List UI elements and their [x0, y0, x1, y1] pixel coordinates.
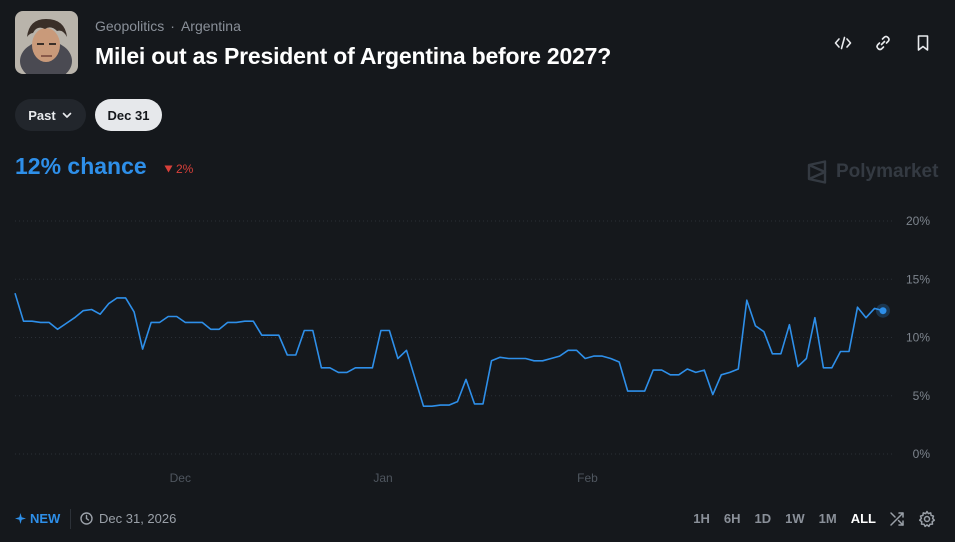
current-point	[879, 307, 887, 315]
y-tick-label: 10%	[906, 331, 930, 345]
chance-delta: 2%	[164, 162, 193, 176]
x-tick-label: Jan	[373, 471, 392, 485]
chart-footer: NEW Dec 31, 2026 1H 6H 1D 1W 1M ALL	[0, 506, 955, 532]
range-1d[interactable]: 1D	[754, 511, 772, 526]
chance-value: 12% chance	[15, 153, 147, 179]
time-range-selector: 1H 6H 1D 1W 1M ALL	[693, 511, 876, 526]
range-1w[interactable]: 1W	[785, 511, 805, 526]
new-badge: NEW	[15, 511, 60, 526]
y-tick-label: 0%	[913, 447, 931, 461]
range-1h[interactable]: 1H	[693, 511, 710, 526]
range-all[interactable]: ALL	[850, 511, 876, 526]
market-avatar	[15, 11, 78, 74]
new-label: NEW	[30, 511, 61, 526]
shuffle-icon[interactable]	[888, 510, 906, 528]
embed-icon[interactable]	[833, 33, 853, 53]
sparkle-icon	[15, 513, 26, 524]
y-tick-label: 20%	[906, 214, 930, 228]
past-label: Past	[28, 107, 56, 123]
range-1m[interactable]: 1M	[818, 511, 837, 526]
chevron-down-icon	[62, 112, 72, 118]
past-dropdown[interactable]: Past	[15, 99, 86, 131]
breadcrumb-argentina[interactable]: Argentina	[180, 18, 241, 34]
date-pill[interactable]: Dec 31	[95, 99, 162, 131]
range-6h[interactable]: 6H	[723, 511, 741, 526]
settings-gear-icon[interactable]	[918, 510, 936, 528]
x-tick-label: Dec	[170, 471, 191, 485]
link-icon[interactable]	[873, 33, 893, 53]
down-triangle-icon	[164, 165, 173, 173]
x-tick-label: Feb	[577, 471, 598, 485]
end-date-text: Dec 31, 2026	[99, 511, 177, 526]
breadcrumb-geopolitics[interactable]: Geopolitics	[95, 18, 165, 34]
breadcrumb: Geopolitics · Argentina	[95, 18, 241, 34]
header-actions	[833, 33, 933, 53]
polymarket-watermark: Polymarket	[806, 160, 938, 184]
bookmark-icon[interactable]	[913, 33, 933, 53]
brand-name: Polymarket	[836, 161, 939, 182]
page-title: Milei out as President of Argentina befo…	[95, 43, 612, 69]
end-date: Dec 31, 2026	[80, 511, 176, 526]
series-line	[14, 292, 884, 407]
footer-divider	[70, 509, 71, 529]
clock-icon	[80, 512, 93, 525]
y-tick-label: 5%	[913, 389, 931, 403]
probability-chart[interactable]: 20% 15% 10% 5% 0% Dec Jan Feb	[0, 205, 955, 495]
breadcrumb-separator: ·	[170, 18, 175, 34]
delta-value: 2%	[176, 162, 194, 176]
polymarket-logo-icon	[807, 160, 827, 184]
date-label: Dec 31	[107, 107, 150, 123]
y-tick-label: 15%	[906, 272, 930, 286]
